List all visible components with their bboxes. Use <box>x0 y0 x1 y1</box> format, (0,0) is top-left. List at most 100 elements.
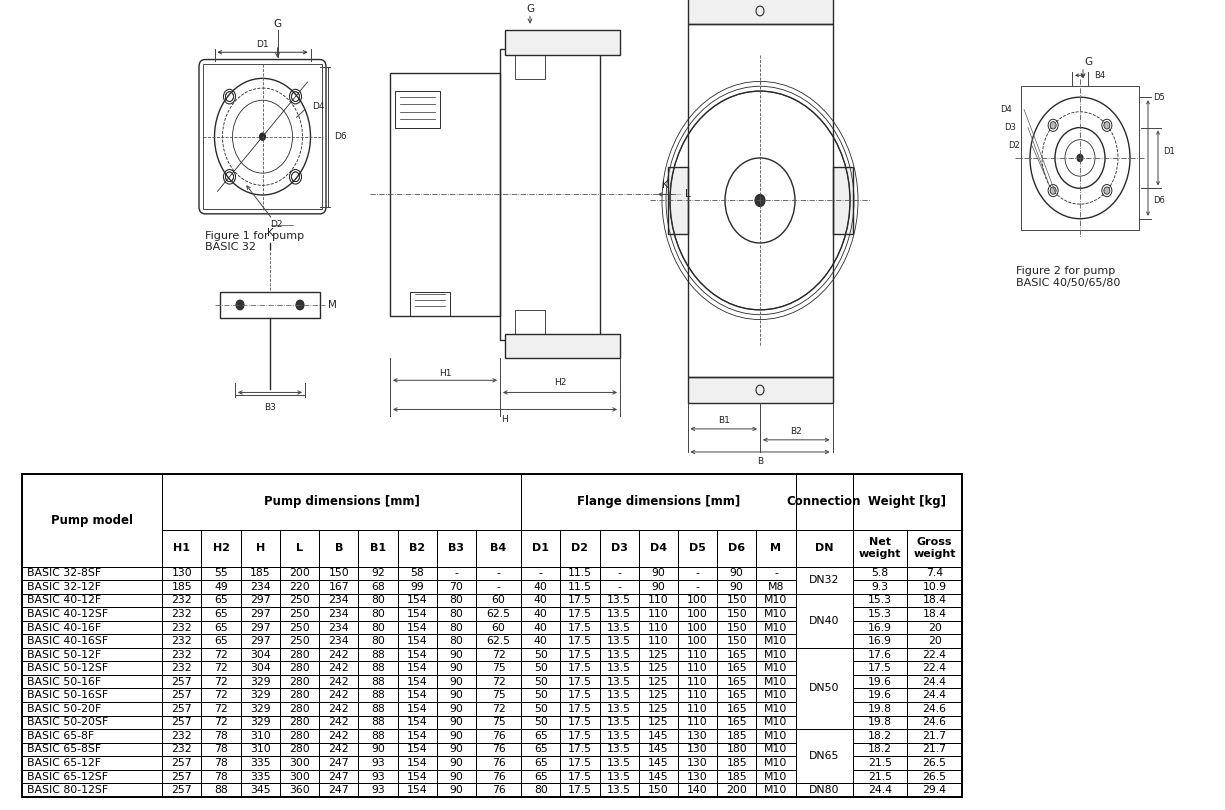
Text: 93: 93 <box>371 785 385 795</box>
Bar <box>756 580 795 594</box>
Text: 250: 250 <box>289 609 310 619</box>
Text: 90: 90 <box>652 569 665 578</box>
Text: 154: 154 <box>407 636 428 646</box>
Text: 154: 154 <box>407 676 428 687</box>
Text: 18.4: 18.4 <box>922 609 947 619</box>
Bar <box>359 675 398 688</box>
Bar <box>162 662 201 675</box>
Bar <box>717 634 756 648</box>
Text: 200: 200 <box>289 569 310 578</box>
Text: 100: 100 <box>687 609 708 619</box>
Text: 17.5: 17.5 <box>568 785 592 795</box>
Bar <box>677 567 717 580</box>
Text: 90: 90 <box>450 785 463 795</box>
Text: 145: 145 <box>648 731 669 741</box>
Text: 13.5: 13.5 <box>608 636 631 646</box>
Text: 90: 90 <box>450 650 463 659</box>
Bar <box>240 620 279 634</box>
Bar <box>359 608 398 620</box>
Text: 17.5: 17.5 <box>568 623 592 633</box>
Text: 70: 70 <box>450 582 463 592</box>
Bar <box>853 729 908 743</box>
Text: 110: 110 <box>687 690 708 701</box>
Text: 100: 100 <box>687 623 708 633</box>
Text: 50: 50 <box>534 676 548 687</box>
Bar <box>756 634 795 648</box>
Bar <box>477 743 521 757</box>
Bar <box>505 30 620 55</box>
Bar <box>279 688 318 702</box>
Text: 167: 167 <box>328 582 349 592</box>
Text: 335: 335 <box>250 758 271 768</box>
Bar <box>908 715 962 729</box>
Bar <box>279 530 318 567</box>
Text: 13.5: 13.5 <box>608 758 631 768</box>
Bar <box>717 757 756 770</box>
Bar <box>398 702 437 715</box>
Text: 7.4: 7.4 <box>926 569 943 578</box>
Text: 90: 90 <box>730 582 744 592</box>
Bar <box>437 634 477 648</box>
Bar <box>521 743 560 757</box>
Bar <box>162 675 201 688</box>
Text: 145: 145 <box>648 744 669 754</box>
Bar <box>560 688 599 702</box>
Bar <box>22 648 162 662</box>
Text: 250: 250 <box>289 595 310 605</box>
Bar <box>717 662 756 675</box>
Text: 234: 234 <box>328 609 349 619</box>
Bar <box>521 567 560 580</box>
Text: Figure 2 for pump
BASIC 40/50/65/80: Figure 2 for pump BASIC 40/50/65/80 <box>1016 266 1121 288</box>
Text: 154: 154 <box>407 718 428 727</box>
Bar <box>201 662 240 675</box>
Bar <box>437 757 477 770</box>
Text: 92: 92 <box>371 569 385 578</box>
Bar <box>599 675 638 688</box>
Bar <box>359 594 398 608</box>
Bar <box>240 634 279 648</box>
Text: 335: 335 <box>250 772 271 782</box>
Text: B4: B4 <box>490 544 507 553</box>
Bar <box>437 648 477 662</box>
Text: 16.9: 16.9 <box>869 623 892 633</box>
Bar <box>795 530 853 567</box>
Text: 13.5: 13.5 <box>608 690 631 701</box>
Text: Net
weight: Net weight <box>859 537 902 559</box>
Bar <box>318 608 359 620</box>
Bar <box>717 594 756 608</box>
Bar <box>677 675 717 688</box>
Text: 50: 50 <box>534 663 548 673</box>
Bar <box>359 648 398 662</box>
Bar <box>437 770 477 783</box>
Text: 88: 88 <box>371 731 385 741</box>
Text: 257: 257 <box>172 758 192 768</box>
Bar <box>162 688 201 702</box>
Text: 154: 154 <box>407 772 428 782</box>
Text: 13.5: 13.5 <box>608 595 631 605</box>
Text: 19.8: 19.8 <box>869 718 892 727</box>
Bar <box>599 662 638 675</box>
Text: DN65: DN65 <box>808 751 839 761</box>
Bar <box>398 743 437 757</box>
Text: 257: 257 <box>172 676 192 687</box>
Text: 247: 247 <box>328 758 349 768</box>
Bar <box>201 702 240 715</box>
Bar <box>599 757 638 770</box>
Bar <box>717 567 756 580</box>
Text: 280: 280 <box>289 731 310 741</box>
Bar <box>240 743 279 757</box>
Text: 88: 88 <box>371 718 385 727</box>
Text: 80: 80 <box>450 623 463 633</box>
Bar <box>477 567 521 580</box>
Bar <box>599 783 638 797</box>
Text: 88: 88 <box>371 676 385 687</box>
Text: 21.5: 21.5 <box>869 772 892 782</box>
Bar <box>638 702 677 715</box>
Text: 150: 150 <box>726 636 747 646</box>
Bar <box>908 743 962 757</box>
Bar <box>22 770 162 783</box>
Bar <box>162 715 201 729</box>
Bar <box>521 757 560 770</box>
Bar <box>240 580 279 594</box>
Text: 24.4: 24.4 <box>922 676 947 687</box>
